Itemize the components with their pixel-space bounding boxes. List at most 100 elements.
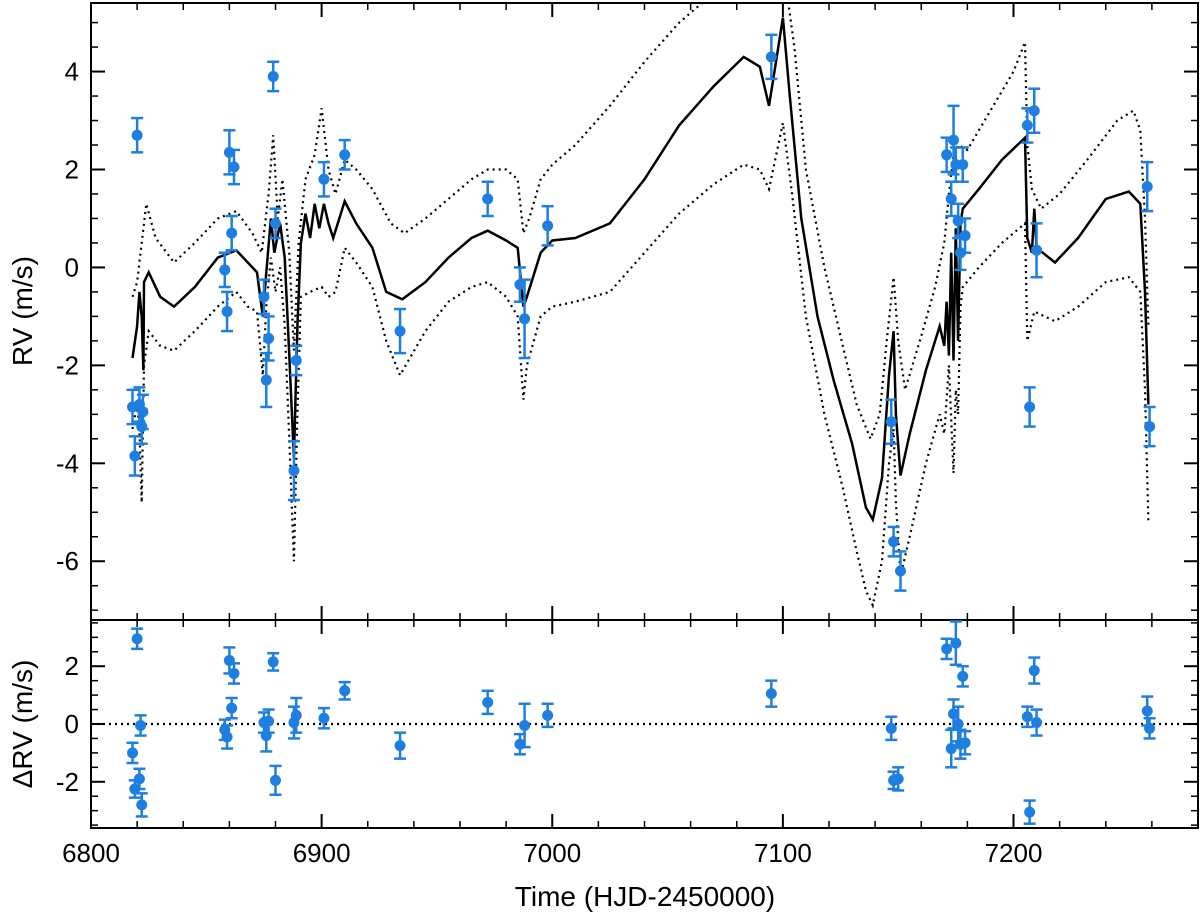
data-point <box>126 741 139 765</box>
data-point <box>765 33 778 81</box>
point-marker <box>765 51 777 63</box>
y-tick-label: 4 <box>65 57 79 87</box>
data-point <box>892 766 905 792</box>
data-point <box>131 116 144 154</box>
data-point <box>1021 705 1034 729</box>
data-point <box>949 620 962 667</box>
point-marker <box>339 149 351 161</box>
point-marker <box>221 731 233 743</box>
data-point <box>267 60 280 93</box>
point-marker <box>892 773 904 785</box>
point-marker <box>221 306 233 317</box>
data-point <box>959 217 972 254</box>
data-point <box>1030 222 1043 279</box>
data-point <box>225 214 238 252</box>
x-tick-label: 6800 <box>62 838 120 868</box>
data-point <box>1143 716 1156 740</box>
point-marker <box>226 227 238 239</box>
point-marker <box>131 129 143 141</box>
data-point <box>128 435 141 477</box>
data-point <box>940 637 953 661</box>
point-marker <box>394 740 406 752</box>
point-marker <box>136 799 148 811</box>
y-tick-label: -4 <box>56 448 79 478</box>
y-tick-label: 0 <box>65 252 79 282</box>
point-marker <box>1028 105 1040 117</box>
point-marker <box>941 149 953 161</box>
data-point <box>290 696 303 734</box>
point-marker <box>288 465 300 477</box>
data-point <box>1028 87 1041 135</box>
point-marker <box>542 709 554 721</box>
point-marker <box>885 416 897 428</box>
residual-data-points <box>126 620 1156 825</box>
point-marker <box>519 313 531 325</box>
point-marker <box>1031 244 1043 256</box>
point-marker <box>131 633 143 645</box>
data-point <box>894 550 907 592</box>
data-point <box>394 731 407 760</box>
point-marker <box>228 667 240 679</box>
point-marker <box>482 696 494 708</box>
point-marker <box>1024 401 1036 413</box>
point-marker <box>270 217 281 229</box>
point-marker <box>948 134 960 146</box>
data-point <box>317 160 330 198</box>
data-point <box>541 702 554 729</box>
data-point <box>262 315 275 362</box>
point-marker <box>263 715 275 727</box>
point-marker <box>258 291 270 303</box>
rv-panel-frame <box>90 2 1199 621</box>
point-marker <box>542 220 554 232</box>
point-marker <box>957 159 969 171</box>
data-point <box>956 146 969 183</box>
data-point <box>940 136 953 174</box>
data-point <box>225 696 238 720</box>
rv-data-points <box>126 33 1156 592</box>
data-point <box>885 715 898 742</box>
point-marker <box>945 743 957 755</box>
point-marker <box>219 264 231 276</box>
point-marker <box>957 670 969 682</box>
data-point <box>765 679 778 708</box>
point-marker <box>948 708 960 720</box>
rv-y-tick-labels: 4 2 0 -2 -4 -6 <box>56 57 79 577</box>
point-marker <box>950 637 962 649</box>
data-point <box>221 724 234 750</box>
point-marker <box>1021 711 1033 723</box>
point-marker <box>945 193 957 205</box>
point-marker <box>1141 705 1153 717</box>
point-marker <box>952 718 964 730</box>
data-point <box>1028 656 1041 685</box>
y-tick-label: 2 <box>65 154 79 184</box>
y-tick-label: -2 <box>56 767 79 797</box>
point-marker <box>270 774 281 786</box>
point-marker <box>228 161 240 173</box>
data-point <box>227 662 240 685</box>
data-point <box>959 729 972 756</box>
point-marker <box>1144 421 1156 433</box>
data-point <box>1021 107 1034 144</box>
data-point <box>541 204 554 247</box>
data-point <box>262 708 275 734</box>
y-tick-label: -6 <box>56 546 79 576</box>
data-point <box>227 148 240 186</box>
point-marker <box>127 747 139 759</box>
point-marker <box>318 712 330 724</box>
data-point <box>518 278 531 360</box>
data-point <box>257 278 270 316</box>
data-point <box>1141 695 1154 727</box>
y-tick-label: 2 <box>65 651 79 681</box>
data-point <box>481 180 494 218</box>
point-marker <box>1141 181 1153 193</box>
data-point <box>267 651 280 672</box>
data-point <box>956 664 969 688</box>
rv-panel: 4 2 0 -2 -4 -6 RV (m/s) <box>7 2 1199 621</box>
model-upper-bound <box>131 3 1150 442</box>
data-point <box>269 207 282 240</box>
data-point <box>218 251 231 289</box>
data-point <box>131 627 144 651</box>
point-marker <box>1031 717 1043 729</box>
point-marker <box>1024 806 1036 818</box>
